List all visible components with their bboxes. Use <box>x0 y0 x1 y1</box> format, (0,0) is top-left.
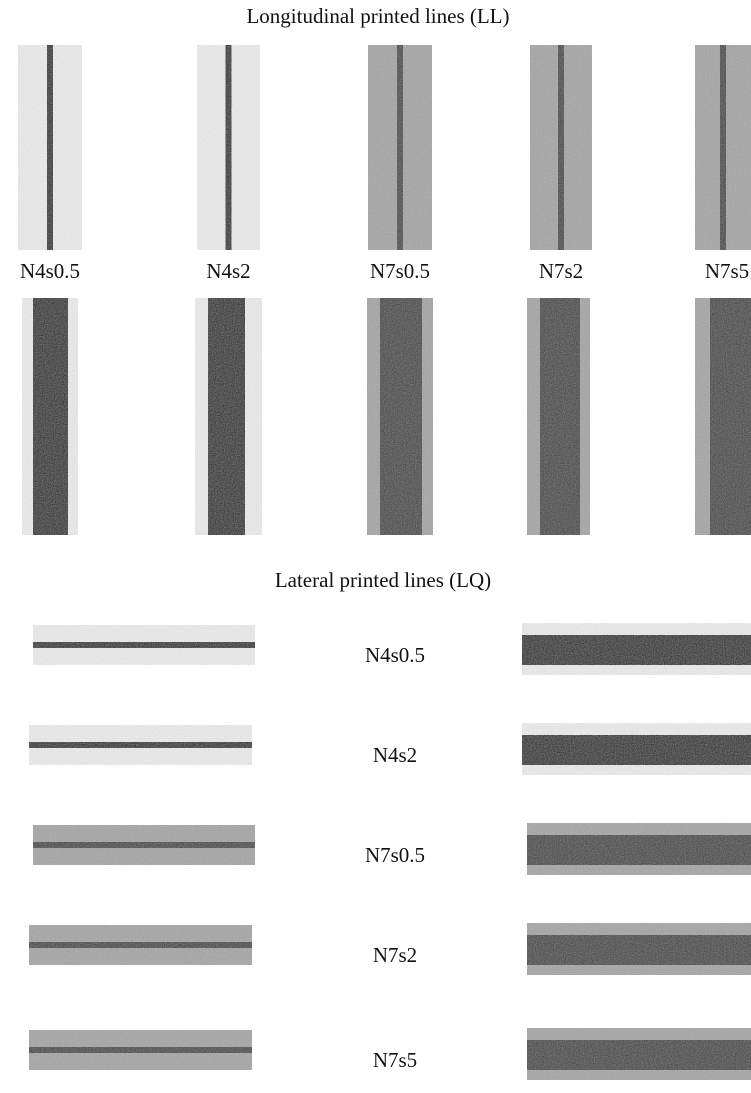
printed-line <box>527 935 751 965</box>
printed-line <box>720 45 726 250</box>
sample-label: N7s2 <box>539 259 583 283</box>
printed-line <box>33 642 255 648</box>
sample-label: N4s2 <box>373 743 417 767</box>
sample-image <box>368 45 432 250</box>
printed-line <box>522 635 751 665</box>
sample-image <box>695 45 751 250</box>
sample-image <box>22 298 78 535</box>
sample-image <box>530 45 592 250</box>
printed-line <box>33 842 255 848</box>
printed-line <box>29 942 252 948</box>
printed-line <box>47 45 53 250</box>
printed-line <box>558 45 564 250</box>
sample-image <box>195 298 262 535</box>
printed-line <box>710 298 751 535</box>
sample-image <box>527 1028 751 1080</box>
sample-image <box>18 45 82 250</box>
sample-image <box>522 623 751 675</box>
sample-label: N4s0.5 <box>20 259 80 283</box>
sample-image <box>33 625 255 665</box>
sample-label: N7s5 <box>705 259 749 283</box>
sample-image <box>522 723 751 775</box>
printed-line <box>29 1047 252 1053</box>
printed-line <box>397 45 403 250</box>
sample-image <box>29 1030 252 1070</box>
section-title: Longitudinal printed lines (LL) <box>246 4 509 28</box>
sample-label: N7s0.5 <box>365 843 425 867</box>
printed-line <box>380 298 422 535</box>
sample-image <box>197 45 260 250</box>
printed-line <box>208 298 245 535</box>
sample-image <box>29 925 252 965</box>
sample-image <box>527 298 590 535</box>
sample-image <box>527 923 751 975</box>
printed-line <box>527 1040 751 1070</box>
printed-line <box>29 742 252 748</box>
sample-label: N4s0.5 <box>365 643 425 667</box>
sample-image <box>527 823 751 875</box>
sample-label: N7s2 <box>373 943 417 967</box>
printed-line <box>522 735 751 765</box>
printed-line <box>527 835 751 865</box>
sample-label: N4s2 <box>206 259 250 283</box>
sample-image <box>29 725 252 765</box>
printed-line <box>540 298 580 535</box>
sample-label: N7s5 <box>373 1048 417 1072</box>
section-title: Lateral printed lines (LQ) <box>275 568 491 592</box>
sample-image <box>33 825 255 865</box>
printed-line <box>33 298 68 535</box>
sample-image <box>695 298 751 535</box>
sample-image <box>367 298 433 535</box>
sample-label: N7s0.5 <box>370 259 430 283</box>
printed-line <box>225 45 232 250</box>
